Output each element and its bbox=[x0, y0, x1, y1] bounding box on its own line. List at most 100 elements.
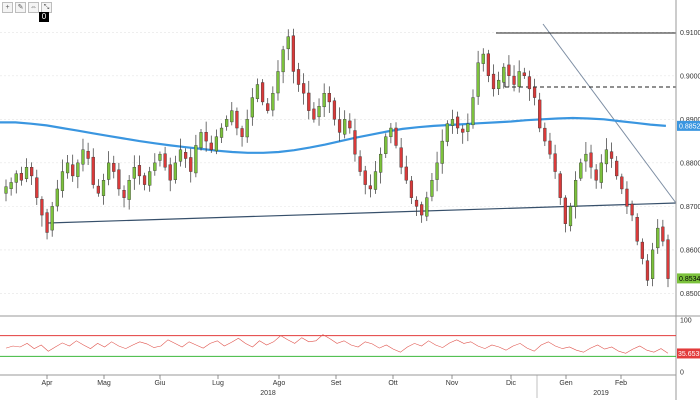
candle-body bbox=[507, 64, 511, 77]
candle bbox=[466, 113, 470, 142]
candle-body bbox=[230, 110, 234, 123]
candle bbox=[414, 196, 419, 216]
candle bbox=[517, 60, 521, 93]
candle bbox=[91, 148, 95, 189]
candle-body bbox=[60, 171, 65, 191]
candle bbox=[358, 150, 362, 176]
candle bbox=[184, 148, 188, 168]
candle-body bbox=[132, 167, 136, 179]
candle bbox=[317, 98, 321, 126]
month-label: Nov bbox=[446, 380, 459, 387]
candle-body bbox=[522, 72, 526, 77]
candle-body bbox=[425, 197, 429, 217]
candle bbox=[312, 102, 316, 123]
month-label: Lug bbox=[212, 380, 224, 387]
candle bbox=[656, 219, 660, 254]
candle-body bbox=[19, 173, 24, 181]
candle bbox=[384, 133, 388, 158]
candle-body bbox=[491, 73, 496, 90]
candle-body bbox=[142, 175, 147, 185]
ma200-line bbox=[0, 116, 666, 154]
candle bbox=[476, 50, 480, 105]
candle-body bbox=[666, 239, 670, 279]
candle-body bbox=[568, 206, 573, 227]
candle-body bbox=[630, 203, 634, 216]
candle bbox=[204, 121, 208, 152]
candle-body bbox=[384, 136, 388, 154]
resistance-trend-line bbox=[542, 23, 677, 204]
candle-body bbox=[101, 180, 106, 196]
candle-body bbox=[620, 176, 624, 190]
candle bbox=[132, 155, 136, 190]
candle bbox=[450, 109, 455, 134]
candle-body bbox=[194, 145, 198, 174]
candle-body bbox=[558, 173, 562, 198]
candle bbox=[620, 173, 624, 195]
candle-body bbox=[527, 76, 532, 90]
candle-body bbox=[317, 106, 321, 118]
candle-body bbox=[635, 217, 639, 242]
candle bbox=[55, 179, 59, 212]
candle bbox=[543, 122, 547, 147]
support-trend-line bbox=[47, 202, 677, 224]
zoom-in-button[interactable]: + bbox=[2, 2, 13, 13]
candle-body bbox=[71, 164, 75, 177]
candle bbox=[4, 179, 8, 202]
candle-body bbox=[255, 84, 260, 99]
candle-body bbox=[389, 127, 393, 138]
candle bbox=[327, 86, 331, 113]
month-label: Giu bbox=[155, 380, 166, 387]
candle bbox=[666, 234, 670, 288]
candle-body bbox=[645, 260, 650, 281]
candle bbox=[127, 175, 131, 210]
candle-body bbox=[235, 110, 239, 129]
candle bbox=[445, 120, 449, 147]
candle-body bbox=[50, 206, 54, 231]
candle bbox=[35, 169, 39, 205]
candle bbox=[594, 164, 598, 189]
pan-button[interactable]: ⇔ bbox=[28, 2, 39, 13]
month-label: Ago bbox=[273, 380, 286, 387]
candle bbox=[404, 155, 408, 184]
candle bbox=[302, 73, 306, 105]
candle bbox=[81, 138, 85, 172]
candle bbox=[532, 78, 537, 106]
candle bbox=[230, 102, 234, 126]
candle bbox=[491, 64, 496, 97]
candle bbox=[225, 115, 229, 131]
candle-body bbox=[414, 199, 419, 207]
candle bbox=[502, 63, 506, 89]
year-label: 2018 bbox=[260, 390, 276, 397]
candle-body bbox=[589, 152, 593, 168]
candle bbox=[548, 132, 552, 159]
study-count-badge[interactable]: 0 bbox=[39, 12, 49, 22]
candle-body bbox=[24, 167, 29, 179]
candle-body bbox=[650, 249, 655, 279]
month-label: Mag bbox=[97, 380, 111, 387]
candle-body bbox=[225, 119, 229, 127]
candle bbox=[481, 48, 485, 72]
candle-body bbox=[4, 186, 8, 194]
candle-body bbox=[291, 35, 295, 72]
candle bbox=[101, 173, 106, 205]
candle-body bbox=[348, 120, 352, 129]
candle-body bbox=[656, 227, 660, 249]
candle-body bbox=[35, 177, 39, 198]
candle-body bbox=[394, 127, 398, 146]
candle bbox=[276, 60, 280, 101]
candle bbox=[553, 144, 557, 179]
draw-tool-button[interactable]: ✎ bbox=[15, 2, 26, 13]
candle-body bbox=[455, 116, 460, 129]
candle bbox=[558, 171, 562, 205]
candle bbox=[471, 89, 475, 129]
candle bbox=[122, 185, 126, 208]
candle bbox=[661, 219, 665, 247]
candle-body bbox=[65, 162, 70, 174]
candle bbox=[86, 142, 90, 165]
candle-body bbox=[532, 87, 537, 98]
candle bbox=[65, 155, 70, 179]
candle-body bbox=[14, 173, 18, 183]
candle bbox=[363, 165, 367, 195]
